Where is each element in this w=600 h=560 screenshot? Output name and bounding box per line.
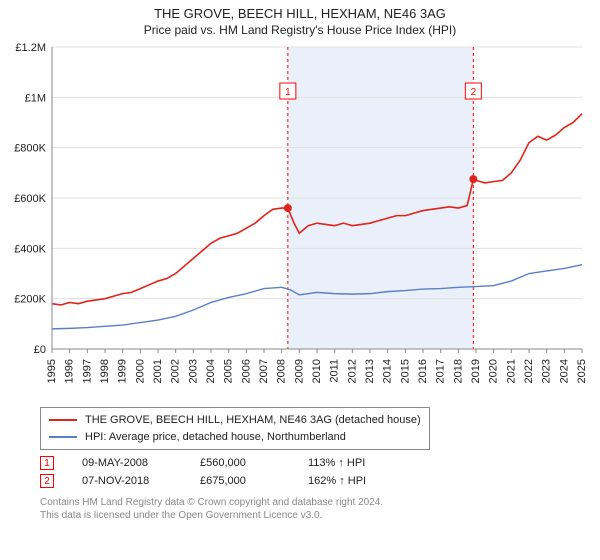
svg-text:£400K: £400K: [14, 243, 46, 255]
svg-text:£200K: £200K: [14, 294, 46, 306]
svg-text:1: 1: [285, 87, 291, 98]
footer: Contains HM Land Registry data © Crown c…: [40, 496, 590, 522]
svg-text:£0: £0: [34, 344, 46, 356]
svg-text:2025: 2025: [576, 359, 588, 383]
legend-label-property: THE GROVE, BEECH HILL, HEXHAM, NE46 3AG …: [85, 412, 421, 429]
svg-text:2001: 2001: [152, 359, 164, 383]
svg-text:2004: 2004: [205, 359, 217, 383]
svg-text:£1M: £1M: [25, 92, 46, 104]
svg-text:2003: 2003: [187, 359, 199, 383]
footer-line2: This data is licensed under the Open Gov…: [40, 509, 590, 522]
svg-text:2016: 2016: [417, 359, 429, 383]
legend-label-hpi: HPI: Average price, detached house, Nort…: [85, 429, 346, 446]
chart-title: THE GROVE, BEECH HILL, HEXHAM, NE46 3AG: [0, 0, 600, 21]
svg-text:1999: 1999: [117, 359, 129, 383]
svg-text:2019: 2019: [470, 359, 482, 383]
sale-price: £560,000: [200, 457, 280, 469]
svg-text:2007: 2007: [258, 359, 270, 383]
legend-box: THE GROVE, BEECH HILL, HEXHAM, NE46 3AG …: [40, 407, 430, 450]
svg-text:2009: 2009: [293, 359, 305, 383]
sale-price: £675,000: [200, 475, 280, 487]
legend-swatch-property: [49, 419, 77, 421]
svg-text:2: 2: [471, 87, 477, 98]
svg-text:1997: 1997: [81, 359, 93, 383]
svg-text:2013: 2013: [364, 359, 376, 383]
svg-text:1995: 1995: [46, 359, 58, 383]
svg-text:2020: 2020: [488, 359, 500, 383]
svg-text:2022: 2022: [523, 359, 535, 383]
svg-text:2017: 2017: [435, 359, 447, 383]
svg-text:1998: 1998: [99, 359, 111, 383]
svg-text:2018: 2018: [452, 359, 464, 383]
svg-text:2006: 2006: [240, 359, 252, 383]
svg-text:2015: 2015: [399, 359, 411, 383]
svg-text:2010: 2010: [311, 359, 323, 383]
chart-area: £0 £200K £400K £600K £800K £1M £1.2M 1995 1996 19…: [10, 41, 590, 401]
svg-text:2000: 2000: [134, 359, 146, 383]
svg-text:2011: 2011: [329, 359, 341, 383]
svg-text:2005: 2005: [223, 359, 235, 383]
footer-line1: Contains HM Land Registry data © Crown c…: [40, 496, 590, 509]
sale-date: 07-NOV-2018: [82, 475, 172, 487]
sale-date: 09-MAY-2008: [82, 457, 172, 469]
svg-text:£800K: £800K: [14, 143, 46, 155]
svg-text:£600K: £600K: [14, 193, 46, 205]
sale-marker-2: 2: [40, 474, 54, 488]
sales-row: 1 09-MAY-2008 £560,000 113% ↑ HPI: [40, 454, 590, 472]
sale-pct: 113% ↑ HPI: [308, 457, 365, 469]
sales-table: 1 09-MAY-2008 £560,000 113% ↑ HPI 2 07-N…: [40, 454, 590, 490]
legend-item-property: THE GROVE, BEECH HILL, HEXHAM, NE46 3AG …: [49, 412, 421, 429]
sale-pct: 162% ↑ HPI: [308, 475, 366, 487]
sales-row: 2 07-NOV-2018 £675,000 162% ↑ HPI: [40, 472, 590, 490]
svg-text:£1.2M: £1.2M: [15, 42, 46, 54]
svg-text:2012: 2012: [346, 359, 358, 383]
chart-svg: £0 £200K £400K £600K £800K £1M £1.2M 1995 1996 19…: [10, 41, 590, 401]
sale-marker-1: 1: [40, 456, 54, 470]
svg-text:2002: 2002: [170, 359, 182, 383]
legend-item-hpi: HPI: Average price, detached house, Nort…: [49, 429, 421, 446]
svg-text:2024: 2024: [558, 359, 570, 383]
svg-text:2008: 2008: [276, 359, 288, 383]
svg-text:1996: 1996: [64, 359, 76, 383]
svg-text:2014: 2014: [382, 359, 394, 383]
chart-subtitle: Price paid vs. HM Land Registry's House …: [0, 21, 600, 41]
svg-text:2021: 2021: [505, 359, 517, 383]
svg-text:2023: 2023: [541, 359, 553, 383]
legend-swatch-hpi: [49, 436, 77, 438]
